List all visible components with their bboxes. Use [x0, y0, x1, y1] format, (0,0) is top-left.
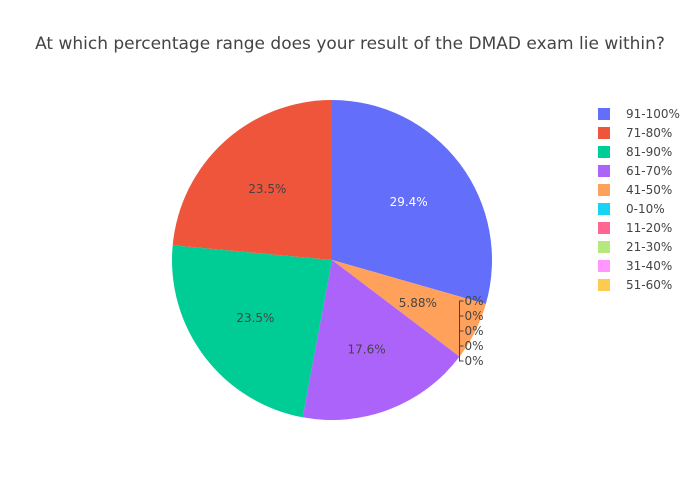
- slice-label-91-100: 29.4%: [390, 195, 428, 209]
- slice-label-81-90: 23.5%: [236, 311, 274, 325]
- legend-swatch: [598, 203, 610, 215]
- leader-line-51-60: [459, 356, 464, 362]
- legend-swatch: [598, 184, 610, 196]
- legend-item-71-80[interactable]: 71-80%: [598, 126, 672, 140]
- legend-item-61-70[interactable]: 61-70%: [598, 164, 672, 178]
- pie-slice-81-90[interactable]: [172, 245, 332, 418]
- legend-label: 0-10%: [626, 202, 665, 216]
- pie-labels: 29.4%5.88% 0%0%0%0%0%17.6%23.5%23.5%: [236, 182, 483, 368]
- legend-swatch: [598, 241, 610, 253]
- legend-item-0-10[interactable]: 0-10%: [598, 202, 665, 216]
- chart-title: At which percentage range does your resu…: [35, 34, 665, 54]
- legend-label: 51-60%: [626, 278, 672, 292]
- slice-label-71-80: 23.5%: [248, 182, 286, 196]
- legend-swatch: [598, 222, 610, 234]
- legend-swatch: [598, 260, 610, 272]
- legend-label: 11-20%: [626, 221, 672, 235]
- legend-item-31-40[interactable]: 31-40%: [598, 259, 672, 273]
- pie-slice-91-100[interactable]: [332, 100, 492, 305]
- pie-slice-41-50[interactable]: [332, 260, 486, 357]
- legend-label: 71-80%: [626, 126, 672, 140]
- legend-label: 81-90%: [626, 145, 672, 159]
- slice-label-21-30: 0%: [465, 324, 484, 338]
- legend-item-81-90[interactable]: 81-90%: [598, 145, 672, 159]
- legend-item-21-30[interactable]: 21-30%: [598, 240, 672, 254]
- pie-slice-61-70[interactable]: [302, 260, 460, 420]
- slice-label-61-70: 17.6%: [348, 343, 386, 357]
- legend-label: 41-50%: [626, 183, 672, 197]
- legend: 91-100% 71-80% 81-90% 61-70% 41-50% 0-10% 11-2…: [598, 107, 680, 292]
- legend-swatch: [598, 165, 610, 177]
- legend-label: 31-40%: [626, 259, 672, 273]
- leader-line-31-40: [459, 345, 464, 357]
- slice-label-51-60: 0%: [465, 354, 484, 368]
- pie-slice-71-80[interactable]: [172, 100, 332, 260]
- legend-item-41-50[interactable]: 41-50%: [598, 183, 672, 197]
- pie-slices: [172, 100, 492, 420]
- slice-label-11-20: 0%: [465, 309, 484, 323]
- legend-swatch: [598, 146, 610, 158]
- legend-swatch: [598, 108, 610, 120]
- slice-label-0-10: 0%: [465, 294, 484, 308]
- slice-label-31-40: 0%: [465, 339, 484, 353]
- legend-item-11-20[interactable]: 11-20%: [598, 221, 672, 235]
- legend-item-51-60[interactable]: 51-60%: [598, 278, 672, 292]
- legend-item-91-100[interactable]: 91-100%: [598, 107, 680, 121]
- legend-label: 61-70%: [626, 164, 672, 178]
- legend-label: 91-100%: [626, 107, 680, 121]
- legend-label: 21-30%: [626, 240, 672, 254]
- legend-swatch: [598, 279, 610, 291]
- slice-label-41-50: 5.88%: [399, 296, 437, 310]
- legend-swatch: [598, 127, 610, 139]
